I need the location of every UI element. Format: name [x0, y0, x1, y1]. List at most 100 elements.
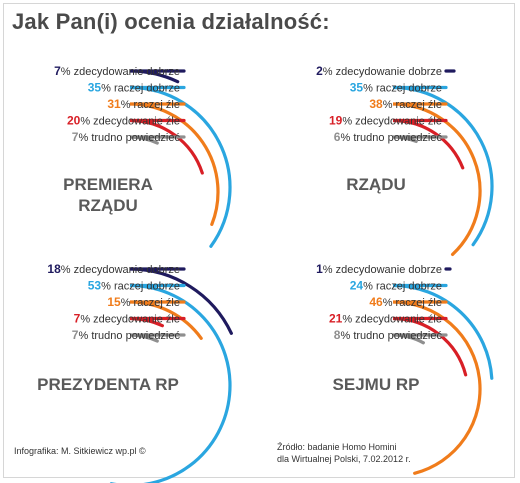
category-zdecydowanie-dobrze: zdecydowanie dobrze — [336, 66, 442, 78]
chart-label-4-line-1: SEJMU RP — [333, 375, 420, 394]
pct-sign: % — [340, 132, 353, 144]
arc-raczej-zle — [129, 300, 203, 340]
pct-sign: % — [78, 132, 91, 144]
pct-sign: % — [101, 281, 114, 293]
value-zdecydowanie-dobrze: 18 — [47, 262, 61, 276]
value-trudno-powiedziec: 8 — [334, 328, 341, 342]
chart-label-1-line-2: RZĄDU — [78, 196, 138, 215]
row-label-trudno-powiedziec: 7% trudno powiedzieć — [72, 328, 181, 342]
arc-zdecydowanie-zle — [392, 316, 468, 377]
pct-sign: % — [80, 116, 93, 128]
value-raczej-zle: 15 — [107, 295, 121, 309]
category-zdecydowanie-zle: zdecydowanie źle — [93, 314, 180, 326]
category-raczej-zle: raczej źle — [134, 99, 180, 111]
chart-label-1-line-1: PREMIERA — [63, 175, 153, 194]
category-raczej-dobrze: raczej dobrze — [376, 281, 442, 293]
chart-panel-1: 7% zdecydowanie dobrze 35% raczej dobrze3… — [54, 64, 232, 248]
pct-sign: % — [121, 99, 134, 111]
value-zdecydowanie-zle: 20 — [67, 114, 81, 128]
category-zdecydowanie-zle: zdecydowanie źle — [355, 116, 442, 128]
category-zdecydowanie-zle: zdecydowanie źle — [355, 314, 442, 326]
row-label-raczej-dobrze: 35% raczej dobrze — [88, 81, 180, 95]
source-line-2: dla Wirtualnej Polski, 7.02.2012 r. — [277, 454, 411, 464]
category-zdecydowanie-zle: zdecydowanie źle — [93, 116, 180, 128]
category-trudno-powiedziec: trudno powiedzieć — [91, 330, 180, 342]
pct-sign: % — [383, 99, 396, 111]
row-label-zdecydowanie-zle: 7% zdecydowanie źle — [74, 312, 180, 326]
page-title: Jak Pan(i) ocenia działalność: — [12, 9, 330, 34]
row-label-zdecydowanie-dobrze: 1% zdecydowanie dobrze — [316, 262, 442, 276]
pct-sign: % — [121, 297, 134, 309]
pct-sign: % — [78, 330, 91, 342]
infographic-frame — [3, 3, 515, 478]
footer-credit: Infografika: M. Sitkiewicz wp.pl © — [14, 445, 146, 457]
arc-raczej-dobrze — [129, 85, 232, 248]
value-raczej-dobrze: 35 — [350, 81, 364, 95]
arc-trudno-powiedziec — [392, 333, 448, 345]
category-zdecydowanie-dobrze: zdecydowanie dobrze — [74, 66, 180, 78]
pct-sign: % — [363, 281, 376, 293]
category-zdecydowanie-dobrze: zdecydowanie dobrze — [336, 264, 442, 276]
pct-sign: % — [323, 264, 336, 276]
row-label-trudno-powiedziec: 7% trudno powiedzieć — [72, 130, 181, 144]
arc-trudno-powiedziec — [392, 135, 448, 144]
pct-sign: % — [342, 116, 355, 128]
value-zdecydowanie-dobrze: 1 — [316, 262, 323, 276]
chart-panel-3: 18% zdecydowanie dobrze 53% raczej dobrze… — [37, 262, 233, 483]
row-label-raczej-zle: 38% raczej źle — [369, 97, 442, 111]
row-label-raczej-zle: 46% raczej źle — [369, 295, 442, 309]
pct-sign: % — [323, 66, 336, 78]
row-label-raczej-dobrze: 24% raczej dobrze — [350, 279, 442, 293]
source-line-1: Źródło: badanie Homo Homini — [277, 442, 397, 452]
credit-text: Infografika: M. Sitkiewicz wp.pl © — [14, 446, 146, 456]
arc-raczej-zle — [129, 102, 220, 226]
chart-label-2-line-1: RZĄDU — [346, 175, 406, 194]
value-raczej-zle: 38 — [369, 97, 383, 111]
arc-zdecydowanie-zle — [129, 118, 204, 175]
value-zdecydowanie-dobrze: 7 — [54, 64, 61, 78]
arc-raczej-dobrze — [109, 283, 232, 483]
value-zdecydowanie-dobrze: 2 — [316, 64, 323, 78]
pct-sign: % — [383, 297, 396, 309]
chart-panel-4: 1% zdecydowanie dobrze 24% raczej dobrze 4… — [316, 262, 494, 475]
arc-raczej-dobrze — [392, 283, 494, 380]
arc-trudno-powiedziec — [129, 333, 186, 343]
arc-raczej-zle — [392, 102, 482, 257]
row-label-zdecydowanie-dobrze: 2% zdecydowanie dobrze — [316, 64, 442, 78]
arc-zdecydowanie-dobrze — [129, 267, 233, 335]
row-label-zdecydowanie-dobrze: 18% zdecydowanie dobrze — [47, 262, 180, 276]
category-raczej-dobrze: raczej dobrze — [376, 83, 442, 95]
category-raczej-zle: raczej źle — [396, 297, 442, 309]
footer-source: Źródło: badanie Homo Homini dla Wirtualn… — [277, 441, 411, 465]
value-raczej-dobrze: 24 — [350, 279, 364, 293]
value-raczej-dobrze: 53 — [88, 279, 102, 293]
value-trudno-powiedziec: 7 — [72, 328, 79, 342]
row-label-trudno-powiedziec: 8% trudno powiedzieć — [334, 328, 443, 342]
pct-sign: % — [340, 330, 353, 342]
arc-zdecydowanie-zle — [392, 118, 465, 170]
arc-raczej-dobrze — [392, 85, 494, 247]
row-label-raczej-dobrze: 53% raczej dobrze — [88, 279, 180, 293]
row-label-zdecydowanie-zle: 21% zdecydowanie źle — [329, 312, 442, 326]
value-zdecydowanie-zle: 7 — [74, 312, 81, 326]
arc-zdecydowanie-dobrze — [129, 69, 186, 84]
pct-sign: % — [80, 314, 93, 326]
category-zdecydowanie-dobrze: zdecydowanie dobrze — [74, 264, 180, 276]
value-raczej-zle: 46 — [369, 295, 383, 309]
row-label-zdecydowanie-zle: 19% zdecydowanie źle — [329, 114, 442, 128]
arc-trudno-powiedziec — [129, 135, 186, 145]
chart-label-3-line-1: PREZYDENTA RP — [37, 375, 179, 394]
category-trudno-powiedziec: trudno powiedzieć — [353, 132, 442, 144]
category-trudno-powiedziec: trudno powiedzieć — [91, 132, 180, 144]
value-zdecydowanie-zle: 19 — [329, 114, 343, 128]
value-zdecydowanie-zle: 21 — [329, 312, 343, 326]
category-raczej-zle: raczej źle — [134, 297, 180, 309]
pct-sign: % — [342, 314, 355, 326]
row-label-zdecydowanie-zle: 20% zdecydowanie źle — [67, 114, 180, 128]
row-label-trudno-powiedziec: 6% trudno powiedzieć — [334, 130, 443, 144]
value-raczej-dobrze: 35 — [88, 81, 102, 95]
row-label-raczej-dobrze: 35% raczej dobrze — [350, 81, 442, 95]
value-trudno-powiedziec: 7 — [72, 130, 79, 144]
